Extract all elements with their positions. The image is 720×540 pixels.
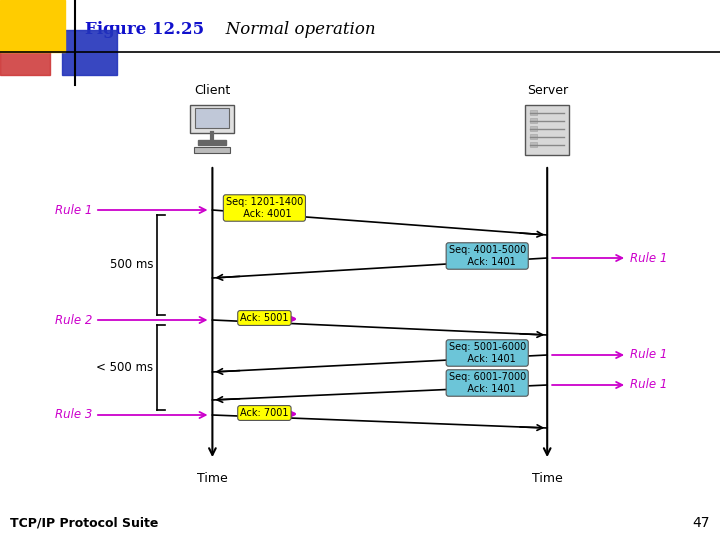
Text: Rule 3: Rule 3 — [55, 408, 92, 422]
Text: Rule 1: Rule 1 — [55, 204, 92, 217]
Bar — [525, 105, 570, 155]
Text: TCP/IP Protocol Suite: TCP/IP Protocol Suite — [10, 517, 158, 530]
Bar — [194, 147, 230, 153]
Text: Rule 1: Rule 1 — [630, 379, 667, 392]
Bar — [530, 126, 537, 131]
Text: Ack: 7001: Ack: 7001 — [240, 408, 289, 418]
Bar — [199, 140, 226, 145]
Bar — [0, 0, 65, 52]
Bar — [190, 105, 235, 133]
Text: Rule 1: Rule 1 — [630, 252, 667, 265]
Text: Time: Time — [532, 472, 562, 485]
Bar — [530, 118, 537, 123]
Text: Seq: 6001-7000
   Ack: 1401: Seq: 6001-7000 Ack: 1401 — [449, 372, 526, 394]
Bar — [0, 25, 50, 75]
Text: Figure 12.25: Figure 12.25 — [85, 22, 204, 38]
Bar — [530, 110, 537, 115]
Text: Server: Server — [526, 84, 568, 97]
Text: < 500 ms: < 500 ms — [96, 361, 153, 374]
Text: Normal operation: Normal operation — [210, 22, 376, 38]
Text: Seq: 1201-1400
  Ack: 4001: Seq: 1201-1400 Ack: 4001 — [226, 197, 303, 219]
Text: Seq: 4001-5000
   Ack: 1401: Seq: 4001-5000 Ack: 1401 — [449, 245, 526, 267]
Text: Time: Time — [197, 472, 228, 485]
Bar — [530, 142, 537, 147]
Text: 500 ms: 500 ms — [110, 259, 153, 272]
Text: Seq: 5001-6000
   Ack: 1401: Seq: 5001-6000 Ack: 1401 — [449, 342, 526, 364]
Bar — [195, 108, 230, 128]
Text: Client: Client — [194, 84, 230, 97]
Text: 47: 47 — [693, 516, 710, 530]
Text: Rule 2: Rule 2 — [55, 314, 92, 327]
Text: Rule 1: Rule 1 — [630, 348, 667, 361]
Bar — [530, 134, 537, 139]
Bar — [62, 30, 117, 75]
Text: Ack: 5001: Ack: 5001 — [240, 313, 289, 323]
